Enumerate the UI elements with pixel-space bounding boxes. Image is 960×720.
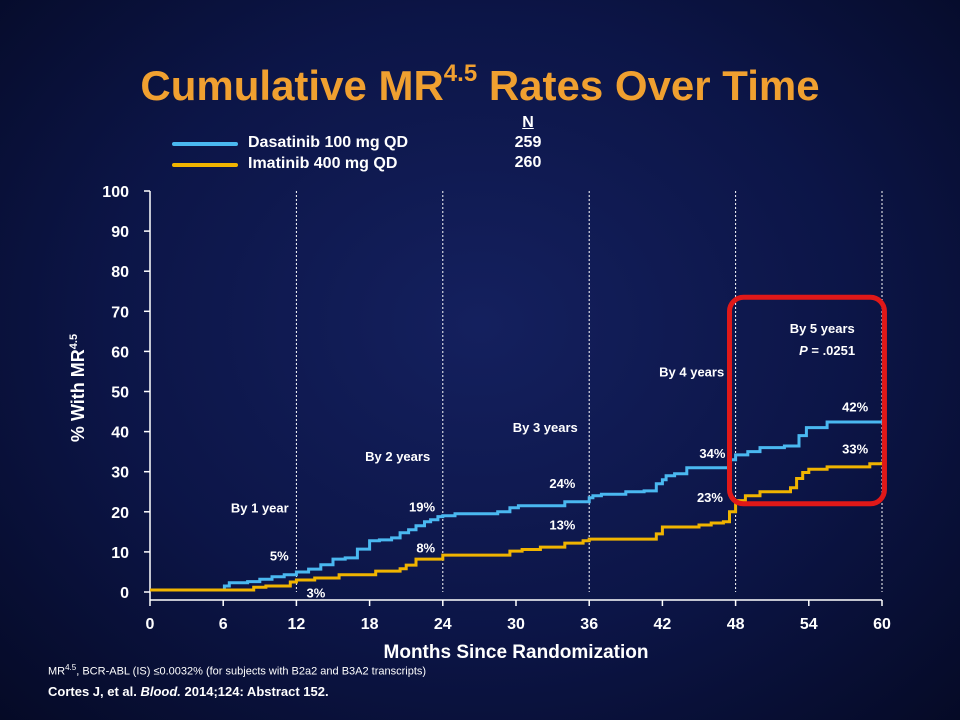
- y-tick-label-60: 60: [111, 344, 129, 361]
- annotation-p-symbol: P: [799, 343, 808, 358]
- annotation-label-12: By 5 years: [790, 321, 855, 336]
- x-tick-label-36: 36: [580, 616, 598, 633]
- annotation-label-5: 8%: [416, 540, 435, 555]
- citation: Cortes J, et al. Blood. 2014;124: Abstra…: [48, 684, 329, 699]
- annotation-label-9: By 4 years: [659, 364, 724, 379]
- legend-n-imatinib: 260: [514, 154, 542, 171]
- annotation-p-value: = .0251: [808, 343, 855, 358]
- x-tick-label-6: 6: [219, 616, 228, 633]
- annotation-label-0: By 1 year: [231, 500, 289, 515]
- y-axis-label: % With MR4.5: [68, 333, 88, 443]
- annotation-label-4: 19%: [409, 500, 435, 515]
- y-tick-label-10: 10: [111, 545, 129, 562]
- y-tick-label-70: 70: [111, 304, 129, 321]
- annotation-label-13: P = .0251: [799, 343, 855, 358]
- annotation-label-1: 5%: [270, 549, 289, 564]
- annotation-label-14: 42%: [842, 399, 868, 414]
- x-tick-label-42: 42: [654, 616, 672, 633]
- x-tick-label-60: 60: [873, 616, 891, 633]
- x-tick-label-48: 48: [727, 616, 745, 633]
- highlight-box: [727, 294, 887, 507]
- y-tick-label-40: 40: [111, 425, 129, 442]
- x-tick-label-30: 30: [507, 616, 525, 633]
- x-tick-label-24: 24: [434, 616, 452, 633]
- annotation-label-7: 24%: [549, 476, 575, 491]
- x-tick-label-18: 18: [361, 616, 379, 633]
- x-tick-label-54: 54: [800, 616, 818, 633]
- footnote: MR4.5, BCR-ABL (IS) ≤0.0032% (for subjec…: [48, 663, 427, 678]
- legend-line-dasatinib: [172, 142, 238, 146]
- annotation-label-8: 13%: [549, 518, 575, 533]
- legend-line-imatinib: [172, 163, 238, 167]
- y-tick-label-0: 0: [120, 585, 129, 602]
- annotation-label-2: 3%: [307, 585, 326, 600]
- y-tick-label-50: 50: [111, 385, 129, 402]
- page-title: Cumulative MR4.5 Rates Over Time: [140, 60, 820, 109]
- y-tick-label-20: 20: [111, 505, 129, 522]
- annotation-label-6: By 3 years: [513, 420, 578, 435]
- legend-n-dasatinib: 259: [514, 134, 542, 151]
- annotation-label-10: 34%: [699, 446, 725, 461]
- annotation-label-11: 23%: [697, 490, 723, 505]
- series-line-imatinib: [150, 461, 884, 592]
- annotation-label-15: 33%: [842, 441, 868, 456]
- y-tick-label-30: 30: [111, 465, 129, 482]
- legend-label-imatinib: Imatinib 400 mg QD: [248, 155, 398, 172]
- y-tick-label-90: 90: [111, 224, 129, 241]
- y-tick-label-80: 80: [111, 264, 129, 281]
- y-tick-label-100: 100: [102, 184, 129, 201]
- legend-n-header: N: [522, 114, 534, 131]
- x-axis-label: Months Since Randomization: [383, 642, 649, 663]
- legend-label-dasatinib: Dasatinib 100 mg QD: [248, 134, 409, 151]
- x-tick-label-0: 0: [146, 616, 155, 633]
- annotation-label-3: By 2 years: [365, 449, 430, 464]
- x-tick-label-12: 12: [288, 616, 306, 633]
